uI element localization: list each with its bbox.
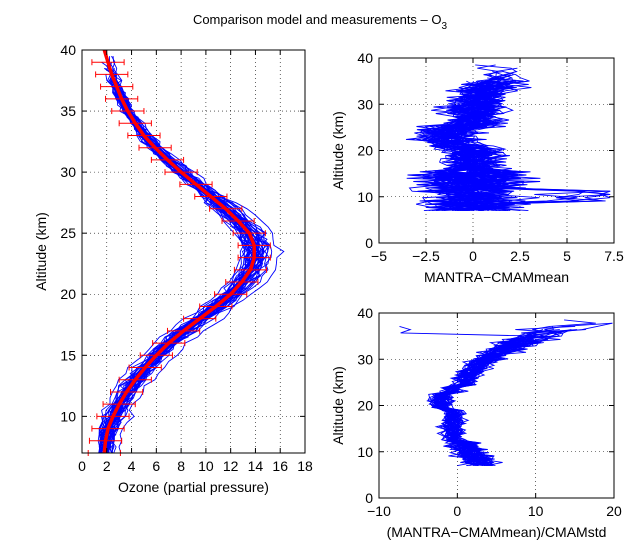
panel-profiles: 0 2 4 6 8 10 12 14 16 18 10 15 20 25 30 35 40 Ozone (part…: [33, 42, 313, 495]
y-tick-label-5: 35: [60, 103, 76, 119]
x-tick-label-5: 7.5: [604, 248, 624, 264]
x-tick-label-0: 0: [78, 458, 86, 474]
x-tick-label-1: 0: [453, 503, 461, 519]
diff-mean-line-44: [414, 80, 497, 212]
y-tick-label-3: 30: [357, 351, 373, 367]
y-tick-label-4: 40: [357, 50, 373, 66]
diff-std-line-45: [438, 342, 544, 466]
series-diff-mean: [405, 64, 611, 212]
ticks-diff-mean: −5 −2.5 0 2.5 5 7.5 0 10 20 30 40: [357, 50, 624, 264]
x-tick-label-7: 14: [248, 458, 264, 474]
x-tick-label-0: −10: [367, 503, 391, 519]
figure-title-main: Comparison model and measurements – O: [193, 12, 442, 27]
panels: 0 2 4 6 8 10 12 14 16 18 10 15 20 25 30 35 40 Ozone (part…: [33, 42, 624, 540]
x-axis-label-diff-mean: MANTRA−CMAMmean: [424, 269, 569, 285]
x-tick-label-5: 10: [198, 458, 214, 474]
mean-profile-line: [102, 49, 256, 454]
x-tick-label-3: 2.5: [510, 248, 530, 264]
profile-line-24: [110, 74, 260, 454]
x-axis-label-diff-std: (MANTRA−CMAMmean)/CMAMstd: [387, 524, 607, 540]
x-tick-label-0: −5: [371, 248, 387, 264]
diff-mean-line-43: [423, 74, 514, 212]
y-tick-label-1: 10: [357, 189, 373, 205]
series-diff-std: [399, 319, 613, 467]
y-tick-label-2: 20: [60, 286, 76, 302]
diff-std-line-42: [436, 338, 536, 467]
y-tick-label-6: 40: [60, 42, 76, 58]
y-tick-label-2: 20: [357, 398, 373, 414]
profile-line-34: [111, 55, 285, 454]
y-tick-label-2: 20: [357, 143, 373, 159]
ticks-profiles: 0 2 4 6 8 10 12 14 16 18 10 15 20 25 30 35 40: [60, 42, 313, 474]
y-axis-label-diff-mean: Altitude (km): [330, 111, 346, 190]
grid-diff-std: [379, 313, 614, 498]
x-tick-label-3: 6: [152, 458, 160, 474]
x-tick-label-2: 4: [128, 458, 136, 474]
plot-frame-diff-std: [378, 312, 615, 499]
x-tick-label-4: 8: [177, 458, 185, 474]
y-tick-label-0: 10: [60, 408, 76, 424]
y-tick-label-0: 0: [365, 235, 373, 251]
panel-diff-mean: −5 −2.5 0 2.5 5 7.5 0 10 20 30 40 MANTRA−CMAMmean Al…: [330, 50, 624, 285]
x-tick-label-9: 18: [297, 458, 313, 474]
x-tick-label-1: 2: [103, 458, 111, 474]
x-tick-label-1: −2.5: [412, 248, 440, 264]
figure-title: Comparison model and measurements – O3: [193, 12, 448, 32]
y-tick-label-4: 30: [60, 164, 76, 180]
plot-frame-profiles: [81, 49, 306, 454]
x-tick-label-2: 0: [469, 248, 477, 264]
x-tick-label-4: 5: [563, 248, 571, 264]
profile-line-33: [111, 80, 255, 454]
y-tick-label-4: 40: [357, 305, 373, 321]
x-axis-label-profiles: Ozone (partial pressure): [118, 479, 269, 495]
y-tick-label-1: 15: [60, 347, 76, 363]
profile-line-37: [98, 92, 249, 454]
x-tick-label-2: 10: [528, 503, 544, 519]
panel-diff-std: −10 0 10 20010203040(MANTRA−CMAMmean)/CMAMs…: [330, 305, 622, 540]
y-tick-label-1: 10: [357, 444, 373, 460]
y-tick-label-3: 25: [60, 225, 76, 241]
profile-line-45: [107, 98, 265, 454]
x-tick-label-8: 16: [272, 458, 288, 474]
figure-title-subscript: 3: [442, 21, 448, 32]
x-tick-label-3: 20: [606, 503, 622, 519]
series-profiles: [87, 49, 285, 456]
y-axis-label-diff-std: Altitude (km): [330, 366, 346, 445]
y-axis-label-profiles: Altitude (km): [33, 212, 49, 291]
x-tick-label-6: 12: [223, 458, 239, 474]
diff-mean-line-37: [430, 90, 611, 212]
diff-mean-line-45: [421, 80, 522, 212]
y-tick-label-0: 0: [365, 490, 373, 506]
y-tick-label-3: 30: [357, 96, 373, 112]
